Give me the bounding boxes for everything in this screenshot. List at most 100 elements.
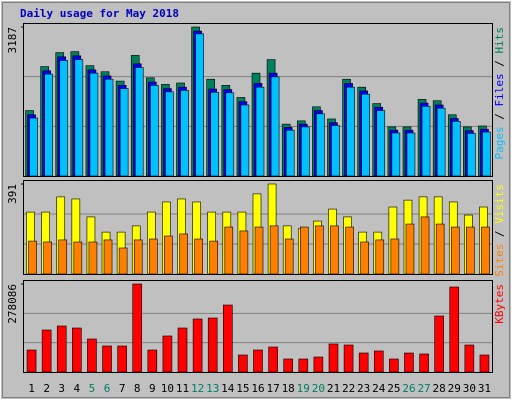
- x-tick-label: 26: [402, 382, 415, 395]
- bar: [451, 120, 461, 177]
- bar: [207, 317, 218, 373]
- bar: [58, 239, 68, 275]
- bar: [210, 92, 220, 177]
- bar: [29, 117, 38, 177]
- bar: [434, 315, 444, 373]
- bar: [375, 239, 385, 275]
- bar: [450, 226, 460, 275]
- bar: [406, 132, 416, 177]
- bar: [72, 327, 82, 373]
- bar: [56, 325, 67, 373]
- x-tick-label: 15: [236, 382, 249, 395]
- bar: [254, 226, 264, 275]
- legend-entry: KBytes: [493, 284, 506, 324]
- bar: [179, 233, 188, 275]
- bar: [132, 283, 143, 373]
- x-tick-label: 23: [357, 382, 370, 395]
- bar: [239, 230, 249, 275]
- bar: [177, 327, 188, 373]
- bar: [253, 349, 263, 373]
- bar: [373, 350, 384, 373]
- bar: [44, 73, 53, 177]
- x-tick-label: 1: [28, 382, 35, 395]
- bar: [89, 72, 99, 177]
- bar: [41, 329, 52, 373]
- x-tick-label: 18: [282, 382, 295, 395]
- bar: [147, 349, 158, 373]
- bar: [88, 241, 98, 275]
- bar: [59, 60, 69, 177]
- bar: [467, 133, 476, 177]
- x-tick-label: 16: [251, 382, 264, 395]
- bar: [300, 126, 310, 177]
- bar: [405, 223, 415, 275]
- bar: [315, 225, 324, 275]
- bar: [225, 92, 235, 177]
- bar: [436, 107, 446, 177]
- bar: [390, 238, 400, 275]
- x-tick-label: 20: [312, 382, 325, 395]
- bar: [361, 93, 370, 177]
- bar: [343, 344, 354, 373]
- bar: [28, 240, 37, 275]
- x-tick-label: 25: [387, 382, 400, 395]
- x-tick-label: 3: [58, 382, 65, 395]
- x-tick-label: 28: [433, 382, 446, 395]
- bar: [421, 106, 431, 177]
- bar: [360, 241, 369, 275]
- bar: [449, 286, 460, 373]
- bar: [283, 358, 293, 373]
- bar: [270, 76, 280, 177]
- bar: [316, 113, 325, 177]
- x-tick-label: 2: [43, 382, 50, 395]
- x-tick-label: 24: [372, 382, 386, 395]
- bar: [194, 238, 203, 275]
- bar: [240, 104, 250, 177]
- x-tick-label: 22: [342, 382, 355, 395]
- y-tick-label: 391: [6, 184, 19, 204]
- bar: [255, 86, 265, 177]
- legend-separator: /: [493, 54, 506, 74]
- legend-separator: /: [493, 224, 506, 244]
- x-tick-label: 14: [221, 382, 235, 395]
- bar: [26, 349, 37, 373]
- bar: [269, 225, 279, 275]
- bar: [133, 239, 143, 275]
- bar: [389, 358, 399, 373]
- bar: [102, 345, 112, 373]
- chart-title: Daily usage for May 2018: [20, 7, 179, 20]
- bar: [134, 67, 144, 177]
- bar: [268, 346, 278, 373]
- legend-entry: Sites: [493, 244, 506, 277]
- bar: [345, 226, 354, 275]
- bar: [299, 226, 309, 275]
- legend: Sites / Visits: [493, 184, 506, 277]
- legend-separator: /: [493, 107, 506, 127]
- x-tick-label: 13: [206, 382, 219, 395]
- bar: [104, 78, 114, 177]
- bar: [330, 225, 339, 275]
- bar: [420, 216, 430, 275]
- bar: [87, 338, 97, 373]
- bar: [284, 238, 294, 275]
- legend: Pages / Files / Hits: [493, 27, 506, 160]
- bar: [192, 318, 203, 373]
- bar: [328, 343, 339, 373]
- x-tick-label: 31: [478, 382, 491, 395]
- bar: [464, 344, 475, 373]
- bar: [346, 86, 355, 177]
- bar: [103, 239, 113, 275]
- legend-entry: Files: [493, 73, 506, 106]
- x-tick-label: 10: [161, 382, 174, 395]
- bar: [165, 91, 174, 177]
- x-tick-label: 4: [74, 382, 81, 395]
- x-tick-label: 12: [191, 382, 204, 395]
- bar: [285, 129, 295, 177]
- bar: [435, 223, 445, 275]
- y-tick-label: 278086: [6, 284, 19, 324]
- bar: [358, 352, 369, 373]
- bar: [209, 240, 219, 275]
- x-tick-label: 30: [463, 382, 476, 395]
